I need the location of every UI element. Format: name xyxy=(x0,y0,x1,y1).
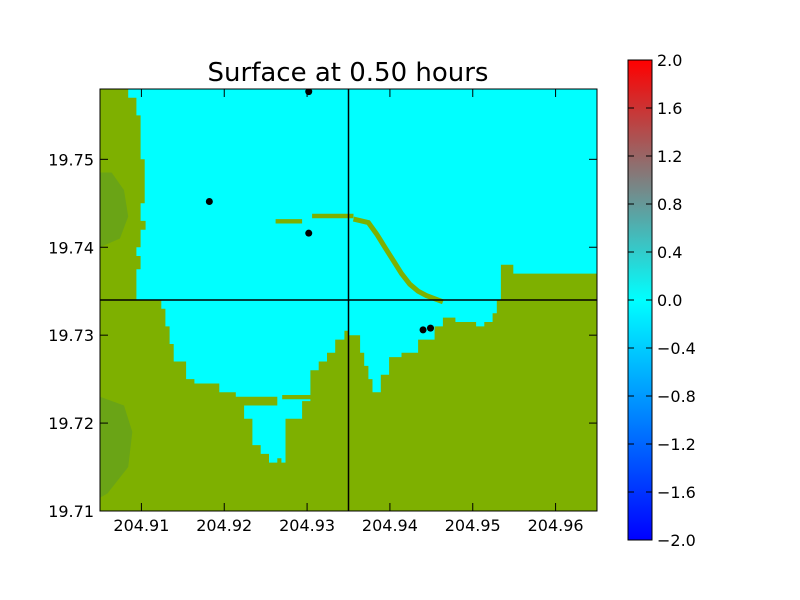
x-tick-label: 204.92 xyxy=(196,516,252,535)
colorbar-tick-label: −2.0 xyxy=(657,531,696,550)
land-shade xyxy=(100,396,133,498)
gauge-marker xyxy=(427,324,435,332)
plot-area xyxy=(100,89,597,511)
land-region xyxy=(348,300,597,511)
y-tick-label: 19.74 xyxy=(48,238,94,257)
levee-bar xyxy=(282,395,322,400)
channel-layer xyxy=(275,213,444,400)
x-tick-label: 204.93 xyxy=(279,516,335,535)
colorbar-tick-label: −0.4 xyxy=(657,339,696,358)
x-tick-label: 204.94 xyxy=(362,516,418,535)
y-tick-label: 19.72 xyxy=(48,414,94,433)
x-tick-label: 204.96 xyxy=(528,516,584,535)
y-tick-label: 19.73 xyxy=(48,326,94,345)
colorbar-tick-label: −1.2 xyxy=(657,435,696,454)
colorbar-tick-label: 1.2 xyxy=(657,147,682,166)
gauge-marker xyxy=(305,229,313,237)
x-tick-label: 204.91 xyxy=(113,516,169,535)
land-region xyxy=(500,264,597,300)
y-tick-label: 19.75 xyxy=(48,150,94,169)
colorbar: 2.0 1.6 1.2 0.8 0.4 0.0 −0.4 −0.8 −1.2 −1.6 −2.0 xyxy=(627,51,696,550)
levee-bar xyxy=(312,213,354,219)
gauge-marker xyxy=(419,326,427,334)
colorbar-tick-label: 1.6 xyxy=(657,99,682,118)
colorbar-tick-label: −0.8 xyxy=(657,387,696,406)
crosshair xyxy=(100,89,597,511)
gauge-marker xyxy=(205,198,213,206)
colorbar-tick-label: 0.8 xyxy=(657,195,682,214)
plot-frame xyxy=(99,88,598,512)
chart-title: Surface at 0.50 hours xyxy=(208,58,489,88)
levee-bar xyxy=(275,219,303,224)
colorbar-tick-label: 0.0 xyxy=(657,291,682,310)
levee-diagonal xyxy=(352,216,444,305)
x-axis: 204.91 204.92 204.93 204.94 204.95 204.96 xyxy=(113,89,584,535)
colorbar-tick-label: −1.6 xyxy=(657,483,696,502)
land-layer xyxy=(100,89,597,511)
colorbar-tick-label: 2.0 xyxy=(657,51,682,70)
y-tick-label: 19.71 xyxy=(48,502,94,521)
land-region xyxy=(100,300,349,511)
y-axis: 19.71 19.72 19.73 19.74 19.75 xyxy=(48,150,597,521)
x-tick-label: 204.95 xyxy=(445,516,501,535)
land-shade xyxy=(100,172,129,248)
colorbar-tick-label: 0.4 xyxy=(657,243,682,262)
colorbar-ticks: 2.0 1.6 1.2 0.8 0.4 0.0 −0.4 −0.8 −1.2 −1.6 −2.0 xyxy=(628,51,696,550)
